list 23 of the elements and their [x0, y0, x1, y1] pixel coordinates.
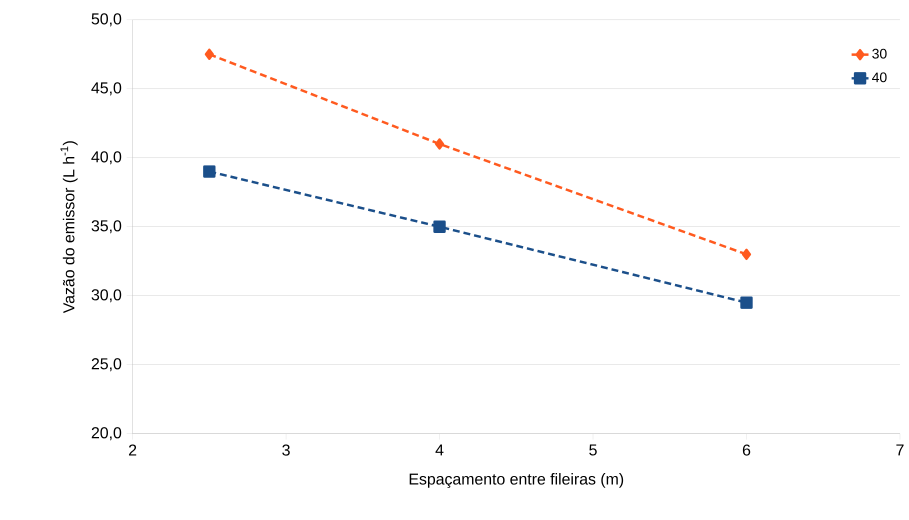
x-axis-title: Espaçamento entre fileiras (m) [410, 473, 624, 488]
legend-label: 40 [872, 72, 887, 82]
y-tick-label: 25,0 [92, 358, 122, 372]
x-tick-label: 6 [742, 444, 750, 456]
y-tick-label: 35,0 [92, 220, 122, 234]
x-tick-label: 2 [128, 444, 136, 456]
y-tick-label: 30,0 [92, 289, 122, 302]
y-tick-label: 50,0 [92, 13, 122, 26]
point [204, 48, 214, 60]
point [434, 138, 444, 150]
y-tick-label: 20,0 [92, 427, 122, 440]
point [433, 220, 446, 234]
legend-label: 30 [872, 48, 887, 59]
x-tick-label: 4 [435, 444, 444, 456]
point [740, 296, 753, 309]
y-tick-label: 40,0 [91, 151, 122, 164]
y-axis-title: Vazão do emissor (L h$^{-1}$) [60, 141, 78, 314]
x-tick-label: 3 [282, 444, 290, 456]
y-tick-label: 45,0 [91, 82, 122, 96]
point [742, 248, 752, 260]
x-tick-label: 7 [896, 444, 904, 456]
point [203, 165, 216, 178]
x-tick-label: 5 [589, 444, 597, 456]
